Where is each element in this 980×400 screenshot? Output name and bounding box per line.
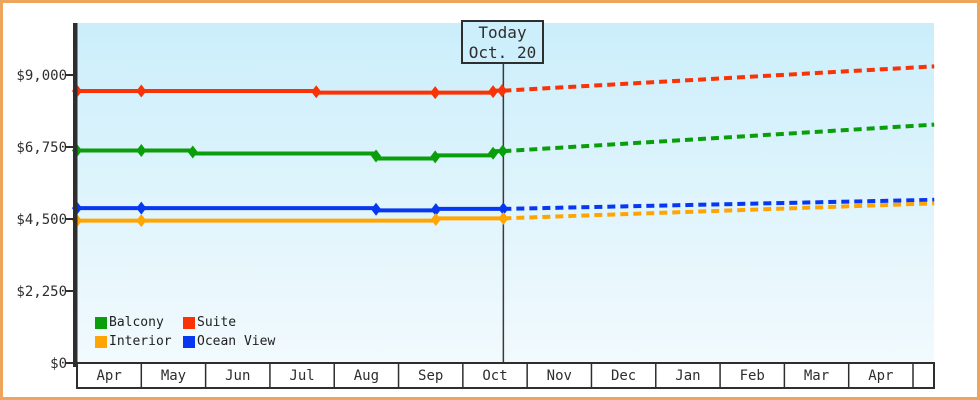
price-history-chart: $0 $2,250 $4,500 $6,750 $9,000 Apr May Jun Jul Au… bbox=[16, 23, 935, 389]
x-axis-month-label: Jan bbox=[675, 368, 700, 384]
x-axis-month-label: Jul bbox=[289, 368, 314, 384]
x-axis-month-label: Jun bbox=[225, 368, 250, 384]
y-axis-label: $0 bbox=[50, 356, 67, 372]
data-point-marker-balcony bbox=[136, 144, 147, 158]
data-point-marker-balcony bbox=[187, 145, 198, 159]
legend-label: Ocean View bbox=[197, 334, 276, 349]
legend-label: Balcony bbox=[109, 315, 164, 330]
y-axis-tick bbox=[66, 74, 74, 76]
data-point-marker-suite bbox=[136, 84, 147, 98]
y-axis-line bbox=[73, 23, 78, 367]
legend-swatch-icon bbox=[95, 335, 107, 348]
x-axis-month-label: Feb bbox=[740, 368, 765, 384]
x-axis-month-label: Apr bbox=[97, 368, 122, 384]
legend-swatch-icon bbox=[183, 316, 195, 329]
chart-legend: Balcony Suite Interior Ocean View bbox=[95, 313, 275, 351]
y-axis-label: $6,750 bbox=[16, 140, 67, 156]
data-point-marker-suite bbox=[488, 85, 499, 99]
legend-label: Suite bbox=[197, 315, 237, 330]
y-axis-tick bbox=[66, 290, 74, 292]
data-point-marker-balcony bbox=[497, 144, 508, 158]
x-axis-month-label: Mar bbox=[804, 368, 829, 384]
legend-item-balcony: Balcony bbox=[95, 315, 183, 330]
y-axis-label: $4,500 bbox=[16, 212, 67, 228]
y-axis-tick bbox=[66, 146, 74, 148]
legend-row: Balcony Suite bbox=[95, 313, 275, 332]
y-axis-label: $2,250 bbox=[16, 284, 67, 300]
projection-line-balcony bbox=[503, 122, 935, 154]
legend-row: Interior Ocean View bbox=[95, 332, 275, 351]
projection-line-interior bbox=[503, 201, 935, 221]
legend-item-interior: Interior bbox=[95, 334, 183, 349]
data-point-marker-suite bbox=[311, 85, 322, 99]
data-point-marker-ocean-view bbox=[430, 203, 441, 217]
legend-item-suite: Suite bbox=[183, 315, 236, 330]
x-axis-band bbox=[76, 362, 935, 389]
projection-line-ocean-view bbox=[503, 197, 935, 211]
data-point-marker-balcony bbox=[488, 146, 499, 160]
x-axis-month-label: Nov bbox=[547, 368, 572, 384]
x-axis-month-label: Sep bbox=[418, 368, 443, 384]
legend-swatch-icon bbox=[183, 335, 195, 348]
data-point-marker-ocean-view bbox=[136, 201, 147, 215]
y-axis-tick bbox=[66, 362, 74, 364]
data-point-marker-ocean-view bbox=[371, 202, 382, 216]
y-axis-tick bbox=[66, 218, 74, 220]
x-axis-month-label: Aug bbox=[354, 368, 379, 384]
today-marker-box: Today Oct. 20 bbox=[461, 20, 544, 64]
x-axis-month-label: Oct bbox=[482, 368, 507, 384]
legend-label: Interior bbox=[109, 334, 172, 349]
plot-area bbox=[77, 23, 934, 363]
data-point-marker-balcony bbox=[371, 149, 382, 163]
today-date: Oct. 20 bbox=[468, 43, 537, 62]
data-point-marker-interior bbox=[136, 214, 147, 228]
y-axis-label: $9,000 bbox=[16, 68, 67, 84]
data-point-marker-interior bbox=[430, 212, 441, 226]
data-point-marker-balcony bbox=[430, 150, 441, 164]
x-axis-month-label: Apr bbox=[868, 368, 893, 384]
price-line-ocean-view bbox=[77, 206, 504, 213]
data-point-marker-ocean-view bbox=[498, 202, 509, 216]
projection-line-suite bbox=[503, 64, 935, 93]
x-axis-month-label: May bbox=[161, 368, 186, 384]
data-point-marker-suite bbox=[497, 84, 508, 98]
legend-item-ocean-view: Ocean View bbox=[183, 334, 275, 349]
legend-swatch-icon bbox=[95, 316, 107, 329]
today-label: Today bbox=[478, 23, 527, 42]
data-point-marker-interior bbox=[498, 211, 509, 225]
data-point-marker-suite bbox=[430, 86, 441, 100]
x-axis-month-label: Dec bbox=[611, 368, 636, 384]
